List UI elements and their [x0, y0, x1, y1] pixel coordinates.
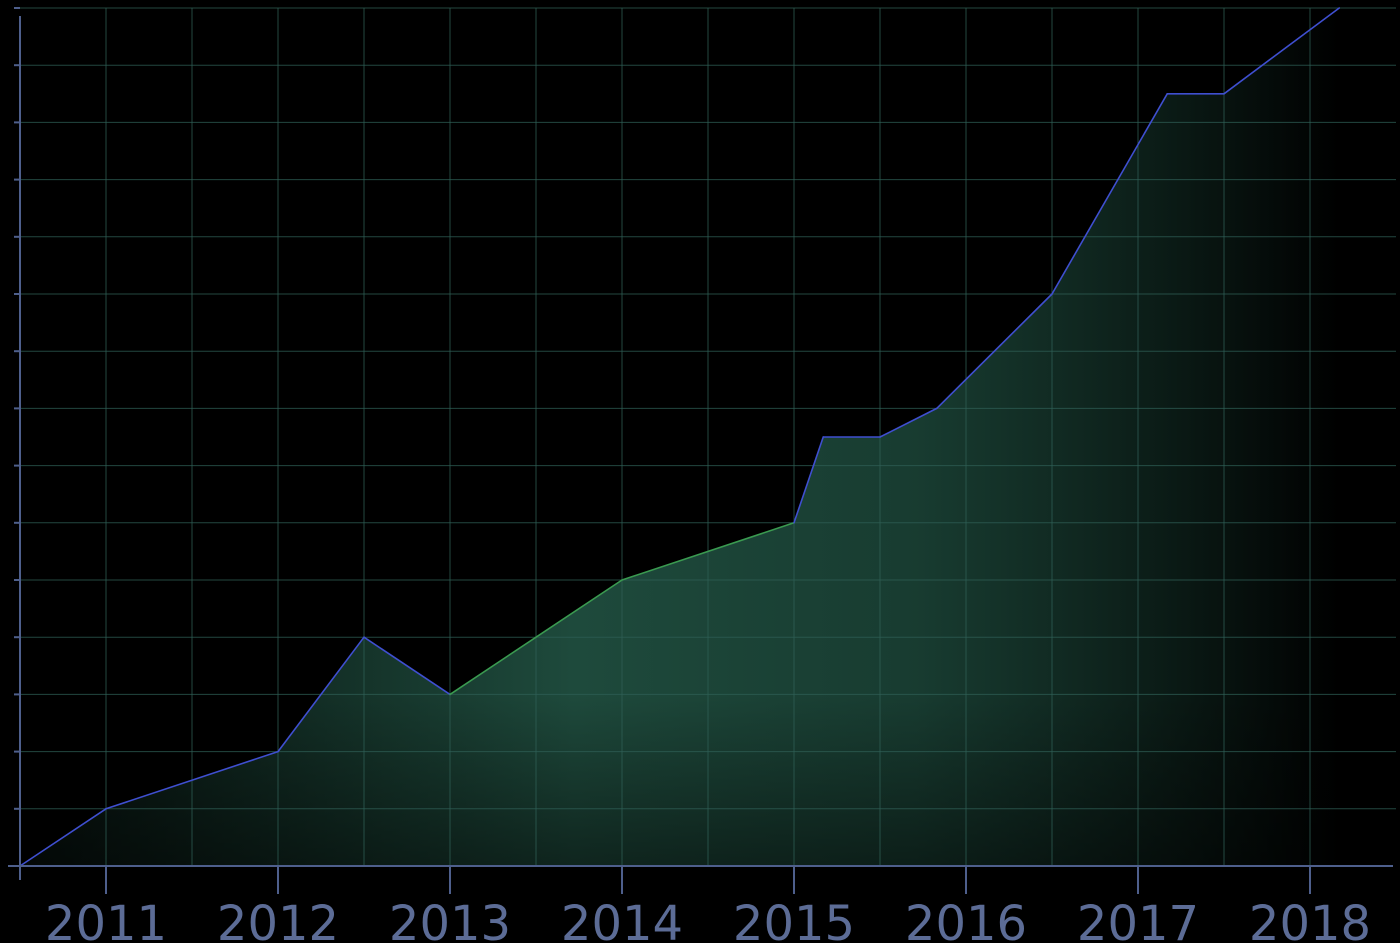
x-tick-label: 2017	[1077, 896, 1199, 943]
x-tick-label: 2018	[1249, 896, 1371, 943]
series-line-segment	[449, 579, 623, 696]
x-tick-label: 2012	[217, 896, 339, 943]
x-tick-label: 2015	[733, 896, 855, 943]
x-tick-label: 2013	[389, 896, 511, 943]
series-line-segment	[621, 521, 795, 581]
series-line-segment	[1223, 7, 1341, 95]
series-line-segment	[19, 807, 107, 867]
grid-lines	[20, 7, 1396, 866]
series-line-segment	[793, 436, 825, 524]
series-line-segment	[935, 293, 1053, 410]
tick-labels: 2011 2012 2013 2014 2015 2016 2017 2018	[45, 896, 1371, 943]
axes	[8, 7, 1393, 894]
series-line-segment	[879, 407, 938, 438]
series-line-segment	[363, 636, 451, 696]
x-tick-label: 2014	[561, 896, 683, 943]
series-line-segment	[277, 636, 365, 753]
series-line-segment	[105, 750, 279, 810]
x-tick-label: 2016	[905, 896, 1027, 943]
area-fill-layer	[20, 8, 1340, 866]
series-line	[19, 7, 1341, 867]
x-tick-label: 2011	[45, 896, 167, 943]
area-fill-shade	[20, 8, 1340, 866]
series-line-segment	[1051, 93, 1169, 295]
